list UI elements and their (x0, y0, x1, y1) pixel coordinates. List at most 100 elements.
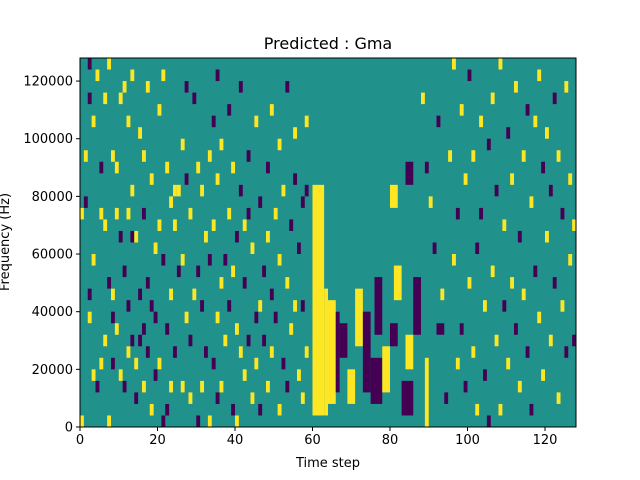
heatmap-cell (114, 161, 119, 174)
heatmap-region (401, 380, 414, 416)
heatmap-cell (211, 357, 216, 370)
heatmap-cell (479, 115, 484, 128)
heatmap-cell (142, 323, 146, 335)
heatmap-cell (258, 403, 263, 416)
heatmap-cell (188, 392, 193, 404)
heatmap-cell (494, 184, 499, 197)
heatmap-cell (157, 357, 162, 370)
heatmap-cell (269, 346, 274, 358)
heatmap-region (405, 334, 414, 370)
heatmap-cell (254, 311, 259, 324)
heatmap-cell (149, 300, 154, 312)
heatmap-cell (242, 369, 247, 381)
heatmap-cell (517, 380, 522, 393)
heatmap-cell (448, 150, 453, 162)
heatmap-cell (568, 254, 573, 266)
heatmap-cell (219, 380, 224, 393)
heatmap-cell (459, 323, 464, 335)
heatmap-region (405, 161, 414, 185)
heatmap-cell (192, 92, 197, 105)
heatmap-cell (300, 196, 305, 208)
heatmap-cell (145, 81, 150, 93)
heatmap-cell (235, 415, 239, 427)
heatmap-cell (238, 184, 243, 197)
heatmap-cell (238, 81, 243, 93)
heatmap-cell (169, 196, 174, 208)
heatmap-cell (285, 380, 290, 393)
heatmap-cell (184, 173, 189, 185)
heatmap-cell (568, 173, 573, 185)
heatmap-cell (440, 288, 445, 301)
heatmap-cell (126, 346, 131, 358)
heatmap-cell (300, 392, 305, 404)
heatmap-cell (273, 207, 278, 220)
heatmap-cell (246, 207, 251, 220)
heatmap-cell (436, 115, 441, 128)
heatmap-cell (207, 415, 212, 427)
heatmap-cell (266, 230, 270, 243)
heatmap-cell (180, 254, 185, 266)
heatmap-cell (556, 392, 561, 404)
heatmap-cell (196, 415, 201, 427)
heatmap-cell (541, 161, 546, 174)
heatmap-cell (490, 92, 495, 105)
heatmap-cell (494, 334, 499, 347)
heatmap-cell (238, 346, 243, 358)
heatmap-cell (467, 277, 472, 289)
heatmap-cell (556, 150, 561, 162)
x-tick-label: 120 (533, 433, 558, 448)
y-tick-label: 0 (65, 421, 73, 436)
heatmap-cell (537, 311, 542, 324)
y-tick-label: 120000 (23, 75, 73, 90)
heatmap-cell (514, 323, 518, 335)
heatmap-cell (211, 115, 216, 128)
heatmap-cell (545, 230, 549, 243)
heatmap-cell (564, 81, 569, 93)
heatmap-cell (134, 392, 139, 404)
heatmap-cell (161, 69, 166, 82)
heatmap-cells (80, 58, 577, 427)
heatmap-cell (161, 254, 166, 266)
heatmap-region (393, 265, 402, 301)
heatmap-cell (153, 242, 158, 255)
heatmap-cell (289, 323, 294, 335)
heatmap-cell (552, 277, 557, 289)
heatmap-cell (304, 346, 309, 358)
heatmap-cell (293, 127, 298, 139)
heatmap-cell (204, 230, 208, 243)
heatmap-cell (107, 277, 112, 289)
heatmap-cell (506, 357, 511, 370)
heatmap-cell (514, 81, 518, 93)
heatmap-cell (196, 161, 201, 174)
heatmap-cell (297, 242, 301, 255)
heatmap-cell (483, 369, 487, 381)
heatmap-cell (452, 58, 456, 70)
heatmap-cell (269, 288, 274, 301)
heatmap-cell (91, 254, 96, 266)
heatmap-cell (99, 357, 104, 370)
heatmap-cell (455, 357, 460, 370)
heatmap-cell (510, 277, 515, 289)
heatmap-cell (130, 184, 135, 197)
heatmap-cell (165, 161, 170, 174)
heatmap-cell (184, 81, 189, 93)
heatmap-cell (258, 196, 263, 208)
heatmap-cell (215, 69, 220, 82)
heatmap-cell (157, 219, 162, 231)
heatmap-cell (173, 184, 177, 197)
heatmap-cell (529, 403, 534, 416)
heatmap-cell (421, 92, 425, 105)
heatmap-cell (91, 115, 96, 128)
heatmap-cell (502, 219, 507, 231)
heatmap-cell (428, 196, 433, 208)
heatmap-cell (103, 92, 108, 105)
x-tick-label: 80 (382, 433, 399, 448)
heatmap-cell (149, 403, 154, 416)
heatmap-cell (165, 323, 170, 335)
y-tick-label: 80000 (32, 190, 73, 205)
heatmap-cell (215, 311, 220, 324)
heatmap-cell (118, 230, 123, 243)
heatmap-cell (215, 392, 220, 404)
heatmap-cell (510, 173, 515, 185)
